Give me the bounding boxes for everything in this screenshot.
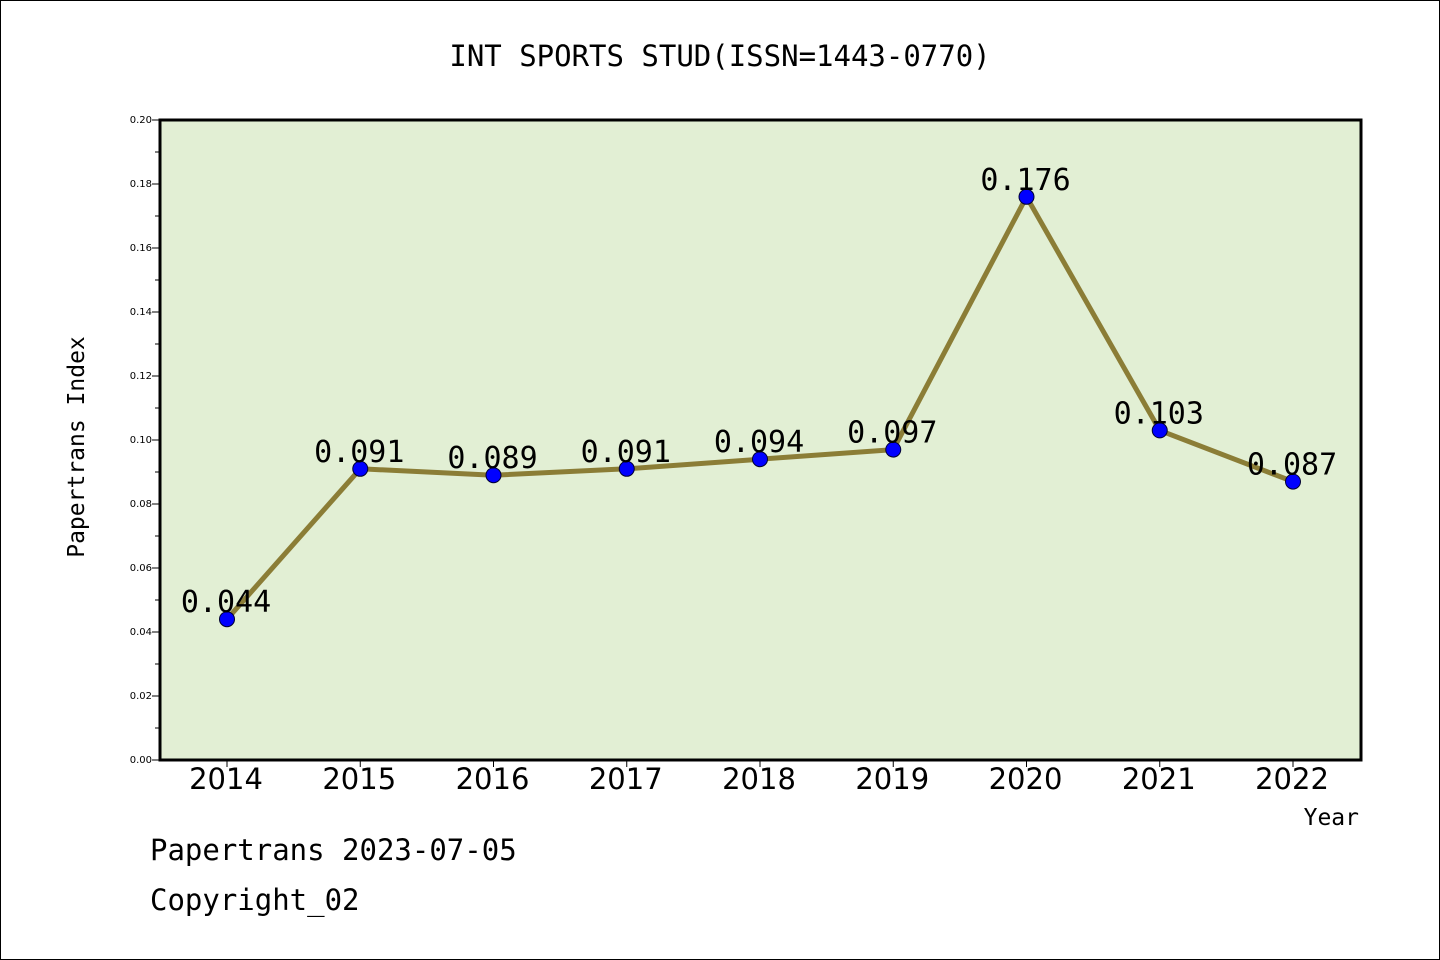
- series-layer: [219, 188, 1301, 628]
- x-tick-label: 2020: [989, 762, 1063, 796]
- footer-date: Papertrans 2023-07-05: [150, 833, 517, 867]
- x-tick-label: 2014: [189, 762, 263, 796]
- data-point: [752, 451, 768, 468]
- y-tick-label: 0.00: [130, 755, 152, 766]
- plot-area: [158, 118, 1363, 762]
- x-tick-label: 2017: [589, 762, 663, 796]
- data-label: 0.097: [847, 416, 937, 451]
- y-tick-label: 0.08: [130, 499, 152, 510]
- data-label: 0.089: [447, 441, 537, 476]
- y-tick-label: 0.18: [130, 179, 152, 190]
- data-label: 0.091: [314, 435, 404, 470]
- y-tick-label: 0.20: [130, 115, 152, 126]
- data-point: [219, 611, 235, 628]
- y-tick-label: 0.10: [130, 435, 152, 446]
- data-label: 0.103: [1114, 396, 1204, 431]
- x-tick-label: 2019: [855, 762, 929, 796]
- data-labels: 0.044 0.091 0.089 0.091 0.094 0.097 0.176 0.103…: [181, 163, 1337, 620]
- data-point: [352, 460, 369, 477]
- y-axis-label: Papertrans Index: [64, 336, 90, 558]
- data-point: [885, 441, 902, 458]
- data-label: 0.094: [714, 425, 804, 460]
- y-tick-label: 0.02: [130, 691, 152, 702]
- data-label: 0.087: [1247, 448, 1337, 483]
- data-point: [1018, 188, 1035, 205]
- x-tick-label: 2022: [1255, 762, 1329, 796]
- y-tick-label: 0.04: [130, 627, 152, 638]
- x-tick-label: 2018: [722, 762, 796, 796]
- data-point: [1151, 422, 1168, 439]
- x-tick-label: 2015: [322, 762, 396, 796]
- x-tick-label: 2016: [456, 762, 530, 796]
- data-label: 0.091: [581, 435, 671, 470]
- footer-copyright: Copyright_02: [150, 883, 360, 917]
- data-point: [485, 467, 502, 484]
- y-tick-label: 0.14: [130, 307, 152, 318]
- data-point: [618, 460, 635, 477]
- y-axis-ticks: 0.00 0.02 0.04 0.06 0.08 0.10 0.12 0.14 0.16 0.18…: [130, 115, 160, 766]
- x-axis-ticks: 2014 2015 2016 2017 2018 2019 2020 2021 2022: [189, 760, 1329, 796]
- x-tick-label: 2021: [1122, 762, 1196, 796]
- data-point: [1285, 473, 1301, 490]
- y-tick-label: 0.12: [130, 371, 152, 382]
- chart-title: INT SPORTS STUD(ISSN=1443-0770): [449, 39, 990, 73]
- y-tick-label: 0.16: [130, 243, 152, 254]
- data-label: 0.176: [980, 163, 1070, 198]
- x-axis-label: Year: [1304, 805, 1359, 831]
- data-label: 0.044: [181, 585, 271, 620]
- y-tick-label: 0.06: [130, 563, 152, 574]
